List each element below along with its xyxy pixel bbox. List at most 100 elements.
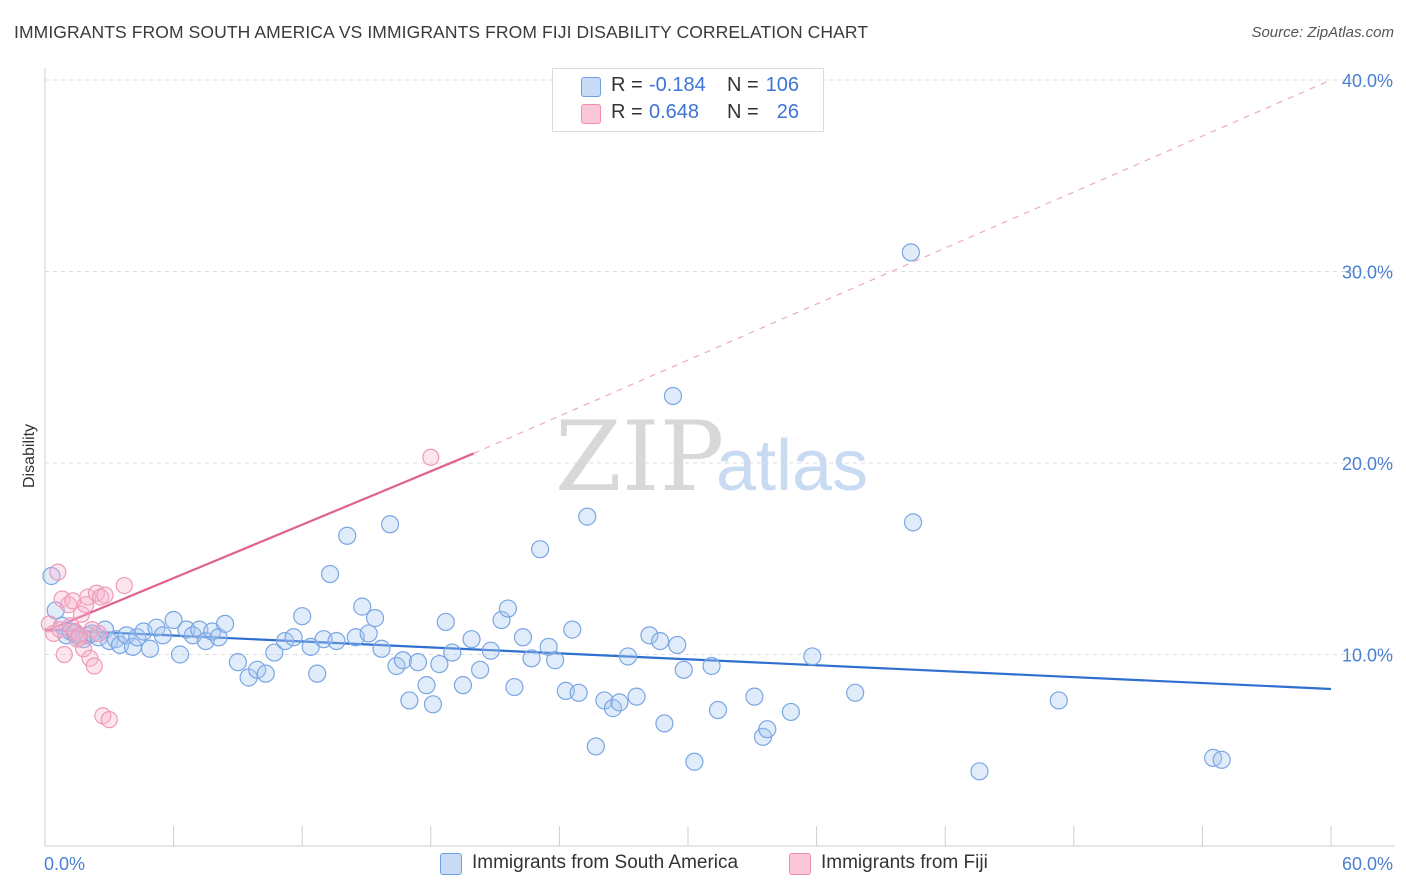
y-axis-label: Disability bbox=[21, 424, 38, 488]
legend-item-fiji[interactable]: Immigrants from Fiji bbox=[789, 852, 1029, 876]
blue-swatch bbox=[440, 853, 462, 875]
south-america-point bbox=[627, 687, 646, 706]
legend-label-south-america: Immigrants from South America bbox=[472, 852, 739, 873]
fiji-point bbox=[53, 590, 71, 608]
south-america-point bbox=[674, 660, 693, 679]
south-america-point bbox=[563, 620, 582, 639]
fiji-point bbox=[74, 640, 93, 658]
south-america-point bbox=[640, 626, 659, 645]
south-america-point bbox=[293, 607, 312, 626]
watermark-atlas: atlas bbox=[716, 426, 868, 506]
fiji-point bbox=[115, 576, 133, 595]
south-america-point bbox=[436, 612, 455, 632]
fiji-point bbox=[55, 645, 73, 664]
chart-title: IMMIGRANTS FROM SOUTH AMERICA VS IMMIGRA… bbox=[14, 22, 869, 42]
south-america-point bbox=[846, 683, 865, 702]
legend-n-label: N = bbox=[727, 101, 759, 123]
south-america-point bbox=[470, 660, 490, 679]
legend-r-value: 0.648 bbox=[649, 101, 700, 123]
y-tick-label: 20.0% bbox=[1342, 454, 1393, 474]
legend-item-south-america[interactable]: Immigrants from South America bbox=[440, 852, 770, 876]
blue-swatch bbox=[581, 77, 601, 97]
watermark: ZIP atlas bbox=[555, 401, 868, 513]
south-america-point bbox=[430, 654, 449, 674]
legend-n-value: 26 bbox=[776, 101, 799, 123]
south-america-point bbox=[393, 651, 413, 670]
y-tick-label: 40.0% bbox=[1342, 71, 1393, 91]
pink-swatch bbox=[789, 853, 811, 875]
legend-label-fiji: Immigrants from Fiji bbox=[821, 852, 988, 873]
fiji-trend-extension bbox=[473, 79, 1332, 454]
south-america-point bbox=[522, 649, 541, 668]
south-america-point bbox=[215, 614, 235, 633]
south-america-point bbox=[443, 643, 462, 662]
south-america-point bbox=[903, 513, 923, 532]
fiji-point bbox=[79, 588, 97, 606]
y-tick-label: 30.0% bbox=[1342, 263, 1393, 283]
south-america-point bbox=[164, 610, 183, 630]
south-america-point bbox=[338, 526, 357, 545]
fiji-point bbox=[96, 586, 114, 604]
south-america-point bbox=[618, 647, 638, 666]
south-america-point bbox=[417, 676, 436, 695]
trend-lines bbox=[44, 79, 1332, 691]
legend-row-fiji: R = 0.648 N = 26 bbox=[553, 100, 823, 126]
south-america-point bbox=[513, 628, 533, 647]
fiji-point bbox=[422, 448, 440, 466]
south-america-point bbox=[453, 676, 473, 695]
south-america-point bbox=[498, 599, 518, 618]
fiji-point bbox=[100, 711, 118, 729]
south-america-point bbox=[970, 762, 989, 781]
south-america-point bbox=[408, 653, 428, 672]
south-america-point bbox=[586, 737, 605, 756]
south-america-point bbox=[610, 693, 629, 712]
south-america-point bbox=[228, 653, 247, 672]
south-america-point bbox=[492, 610, 511, 630]
south-america-point bbox=[663, 386, 683, 406]
south-america-point bbox=[803, 647, 822, 666]
x-tick-label: 0.0% bbox=[44, 854, 85, 874]
south-america-point bbox=[578, 507, 597, 526]
pink-swatch bbox=[581, 104, 601, 124]
correlation-legend: R = -0.184 N = 106 R = 0.648 N = 26 bbox=[552, 68, 824, 132]
data-points bbox=[40, 243, 1231, 781]
south-america-point bbox=[308, 664, 327, 683]
south-america-point bbox=[685, 752, 704, 771]
south-america-point bbox=[745, 687, 764, 706]
legend-r-label: R = bbox=[611, 74, 643, 96]
south-america-point bbox=[140, 639, 160, 658]
fiji-trend-line bbox=[44, 452, 475, 633]
south-america-point bbox=[708, 700, 728, 720]
fiji-point bbox=[89, 624, 108, 643]
south-america-point bbox=[365, 609, 385, 628]
south-america-point bbox=[423, 695, 443, 714]
south-america-point bbox=[153, 626, 172, 645]
south-america-point bbox=[256, 664, 275, 683]
south-america-point bbox=[1049, 691, 1068, 710]
south-america-point bbox=[531, 540, 550, 559]
south-america-point bbox=[651, 631, 670, 651]
legend-n-value: 106 bbox=[765, 74, 799, 96]
south-america-point bbox=[505, 677, 524, 697]
source-label: Source: ZipAtlas.com bbox=[1251, 24, 1394, 41]
south-america-point bbox=[655, 714, 674, 733]
fiji-point bbox=[51, 621, 69, 639]
south-america-point bbox=[265, 643, 284, 662]
south-america-point bbox=[320, 564, 340, 584]
south-america-point bbox=[758, 720, 777, 739]
south-america-point bbox=[1212, 750, 1231, 769]
south-america-point bbox=[569, 683, 588, 702]
legend-r-label: R = bbox=[611, 101, 643, 123]
tick-labels: 10.0% 20.0% 30.0% 40.0% 0.0% 60.0% bbox=[44, 71, 1393, 874]
legend-r-value: -0.184 bbox=[649, 74, 706, 96]
south-america-point bbox=[400, 691, 419, 710]
south-america-point bbox=[781, 702, 800, 722]
fiji-point bbox=[49, 563, 67, 581]
south-america-point bbox=[546, 651, 565, 670]
axes bbox=[44, 68, 1395, 847]
south-america-trend-line bbox=[44, 628, 1332, 691]
south-america-point bbox=[901, 243, 921, 262]
legend-n-label: N = bbox=[727, 74, 759, 96]
south-america-point bbox=[372, 639, 391, 658]
